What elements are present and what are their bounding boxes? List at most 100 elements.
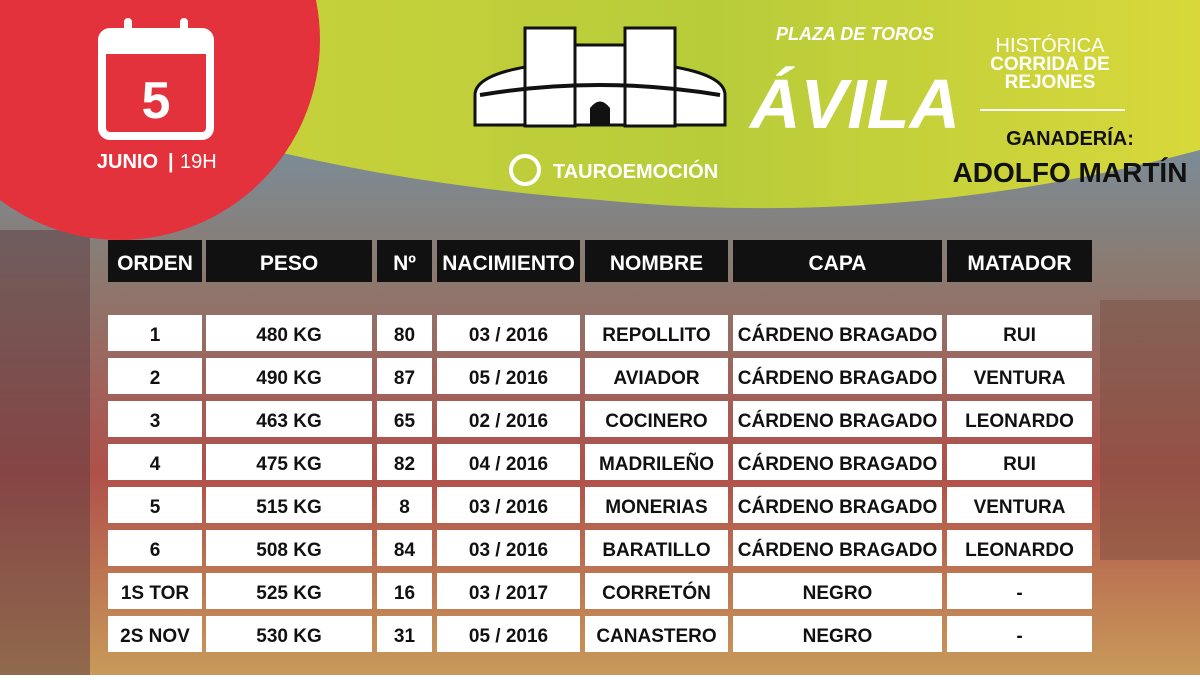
cell: [947, 616, 1092, 652]
header-cell: [733, 240, 942, 282]
cell-text: 05 / 2016: [469, 368, 548, 389]
cell: [733, 444, 942, 480]
cell-text: 2: [150, 368, 161, 389]
cell: [585, 487, 728, 523]
cell-text: 3: [150, 411, 161, 432]
cell-text: CORRETÓN: [602, 582, 711, 604]
ganaderia-label: GANADERÍA:: [1006, 127, 1134, 150]
calendar-ring: [180, 18, 188, 40]
cell: [947, 358, 1092, 394]
cell: [585, 401, 728, 437]
cell: [733, 573, 942, 609]
cell: [377, 530, 432, 566]
cell: [437, 401, 580, 437]
cell: [585, 315, 728, 351]
date-circle: [0, 0, 320, 240]
cell: [377, 444, 432, 480]
cell-text: RUI: [1003, 454, 1036, 475]
cell-text: CÁRDENO BRAGADO: [738, 324, 938, 346]
cell-text: VENTURA: [974, 368, 1066, 389]
cell: [377, 487, 432, 523]
cell-text: -: [1016, 583, 1022, 604]
cell: [947, 530, 1092, 566]
cell-text: NEGRO: [803, 626, 873, 647]
header-cell: [947, 240, 1092, 282]
cell-text: 03 / 2016: [469, 497, 548, 518]
cell: [206, 573, 372, 609]
cell: [108, 401, 202, 437]
cell-text: LEONARDO: [965, 411, 1074, 432]
cell-text: MONERIAS: [605, 497, 707, 518]
cell-text: NEGRO: [803, 583, 873, 604]
column-header: PESO: [260, 252, 318, 275]
column-header: ORDEN: [117, 252, 193, 275]
cell-text: CÁRDENO BRAGADO: [738, 496, 938, 518]
cell-text: COCINERO: [605, 411, 707, 432]
cell-text: 05 / 2016: [469, 626, 548, 647]
cell: [585, 573, 728, 609]
ganaderia: ADOLFO MARTÍN: [953, 157, 1188, 188]
cell-text: BARATILLO: [602, 540, 710, 561]
cell: [206, 530, 372, 566]
cell: [108, 315, 202, 351]
cell: [206, 616, 372, 652]
cell: [733, 616, 942, 652]
cell-text: 1S TOR: [121, 583, 190, 604]
plaza-logo: [473, 26, 727, 128]
cell: [947, 573, 1092, 609]
header-cell: [585, 240, 728, 282]
cell: [206, 487, 372, 523]
cell: [947, 401, 1092, 437]
cell: [377, 401, 432, 437]
cell-text: CÁRDENO BRAGADO: [738, 367, 938, 389]
cell-text: 65: [394, 411, 416, 432]
cell: [206, 444, 372, 480]
cell-text: MADRILEÑO: [599, 453, 714, 475]
calendar-ring: [124, 18, 132, 40]
cell: [108, 487, 202, 523]
cell: [108, 573, 202, 609]
cell-text: 31: [394, 626, 416, 647]
cell: [733, 358, 942, 394]
cell: [947, 444, 1092, 480]
cell: [733, 487, 942, 523]
cell-text: 475 KG: [256, 454, 321, 475]
cell: [947, 315, 1092, 351]
column-header: MATADOR: [967, 252, 1071, 275]
cell: [437, 487, 580, 523]
cell-text: 80: [394, 325, 415, 346]
cell-text: 2S NOV: [120, 626, 190, 647]
cell-text: 87: [394, 368, 415, 389]
cell-text: 03 / 2017: [469, 583, 548, 604]
cell-text: 515 KG: [256, 497, 321, 518]
table: ORDEN PESO Nº NACIMIENTO NOMBRE CAPA MATADOR 1 4…: [108, 240, 1092, 652]
cell-text: 463 KG: [256, 411, 321, 432]
cell: [377, 616, 432, 652]
crowd-blur: [1100, 300, 1200, 560]
event-line: CORRIDA DE: [990, 54, 1110, 75]
cell-text: 16: [394, 583, 415, 604]
calendar-top: [102, 32, 210, 54]
cell: [585, 444, 728, 480]
cell-text: 508 KG: [256, 540, 321, 561]
column-header: CAPA: [809, 252, 867, 275]
cell-text: -: [1016, 626, 1022, 647]
cell-text: 82: [394, 454, 415, 475]
cell-text: 490 KG: [256, 368, 321, 389]
cell: [585, 358, 728, 394]
cell-text: 480 KG: [256, 325, 321, 346]
cell-text: 1: [150, 325, 161, 346]
header-cell: [377, 240, 432, 282]
cell-text: 02 / 2016: [469, 411, 548, 432]
cell: [108, 358, 202, 394]
brand-icon: [509, 154, 541, 186]
cell: [437, 530, 580, 566]
cell: [108, 616, 202, 652]
cell-text: 5: [150, 497, 161, 518]
cell-text: CÁRDENO BRAGADO: [738, 539, 938, 561]
cell-text: 4: [150, 454, 161, 475]
header-cell: [206, 240, 372, 282]
day: 5: [142, 72, 171, 130]
cell: [437, 616, 580, 652]
